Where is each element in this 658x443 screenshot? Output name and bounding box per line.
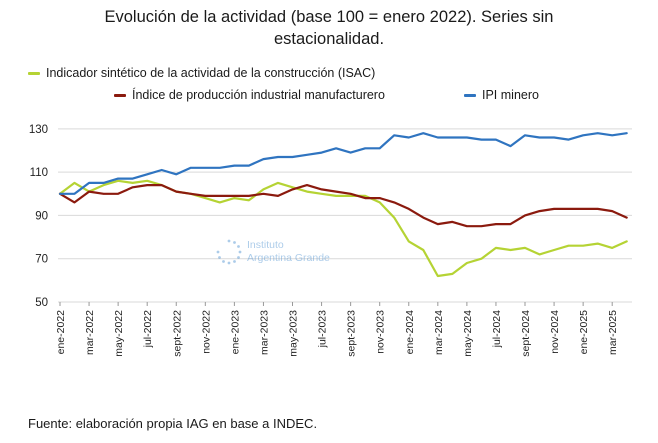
x-tick-label-nov-2022: nov-2022 (200, 310, 212, 354)
watermark-line-1: Instituto (247, 239, 284, 251)
x-tick-label-sept-2024: sept-2024 (520, 310, 532, 357)
legend-label-isac: Indicador sintético de la actividad de l… (46, 66, 376, 80)
x-tick-label-may-2024: may-2024 (462, 310, 474, 357)
x-tick-label-nov-2024: nov-2024 (549, 310, 561, 354)
x-tick-label-nov-2023: nov-2023 (375, 310, 387, 354)
x-tick-label-mar-2024: mar-2024 (433, 310, 445, 355)
y-tick-label-110: 110 (30, 167, 48, 179)
x-tick-label-mar-2022: mar-2022 (84, 310, 96, 355)
legend-swatch-isac (28, 71, 40, 75)
watermark-line-2: Argentina Grande (247, 252, 330, 264)
chart-title-line-2: estacionalidad. (273, 30, 385, 48)
legend-item-isac: Indicador sintético de la actividad de l… (28, 66, 375, 80)
legend-label-ipi-manufacturero: Índice de producción industrial manufact… (132, 88, 385, 102)
x-tick-label-mar-2025: mar-2025 (607, 310, 619, 355)
x-tick-label-ene-2022: ene-2022 (55, 310, 67, 355)
y-tick-label-70: 70 (35, 254, 48, 266)
x-tick-label-ene-2023: ene-2023 (229, 310, 241, 355)
x-tick-label-sept-2022: sept-2022 (171, 310, 183, 357)
x-tick-label-may-2023: may-2023 (288, 310, 300, 357)
legend-swatch-ipi-manufacturero (114, 93, 126, 97)
legend-item-ipi-minero: IPI minero (464, 88, 539, 102)
y-tick-label-130: 130 (29, 124, 48, 136)
x-tick-label-jul-2022: jul-2022 (142, 310, 154, 349)
chart-title: Evolución de la actividad (base 100 = en… (0, 6, 658, 50)
legend-item-ipi-manufacturero: Índice de producción industrial manufact… (114, 88, 385, 102)
x-tick-label-sept-2023: sept-2023 (346, 310, 358, 357)
x-tick-label-may-2022: may-2022 (113, 310, 125, 357)
watermark: Instituto Argentina Grande (215, 238, 330, 266)
series-line-0 (58, 179, 628, 278)
legend-label-ipi-minero: IPI minero (482, 88, 539, 102)
legend-swatch-ipi-minero (464, 93, 476, 97)
x-tick-label-mar-2023: mar-2023 (258, 310, 270, 355)
x-tick-label-jul-2023: jul-2023 (317, 310, 329, 349)
series-line-1 (58, 184, 628, 228)
source-note: Fuente: elaboración propia IAG en base a… (28, 416, 318, 431)
y-tick-label-90: 90 (35, 210, 48, 222)
x-tick-label-jul-2024: jul-2024 (491, 310, 503, 349)
x-tick-label-ene-2024: ene-2024 (404, 310, 416, 355)
series-line-2 (58, 132, 628, 195)
chart-title-line-1: Evolución de la actividad (base 100 = en… (104, 8, 554, 26)
watermark-logo-icon (216, 239, 242, 265)
y-tick-label-50: 50 (35, 297, 48, 309)
x-tick-label-ene-2025: ene-2025 (578, 310, 590, 355)
